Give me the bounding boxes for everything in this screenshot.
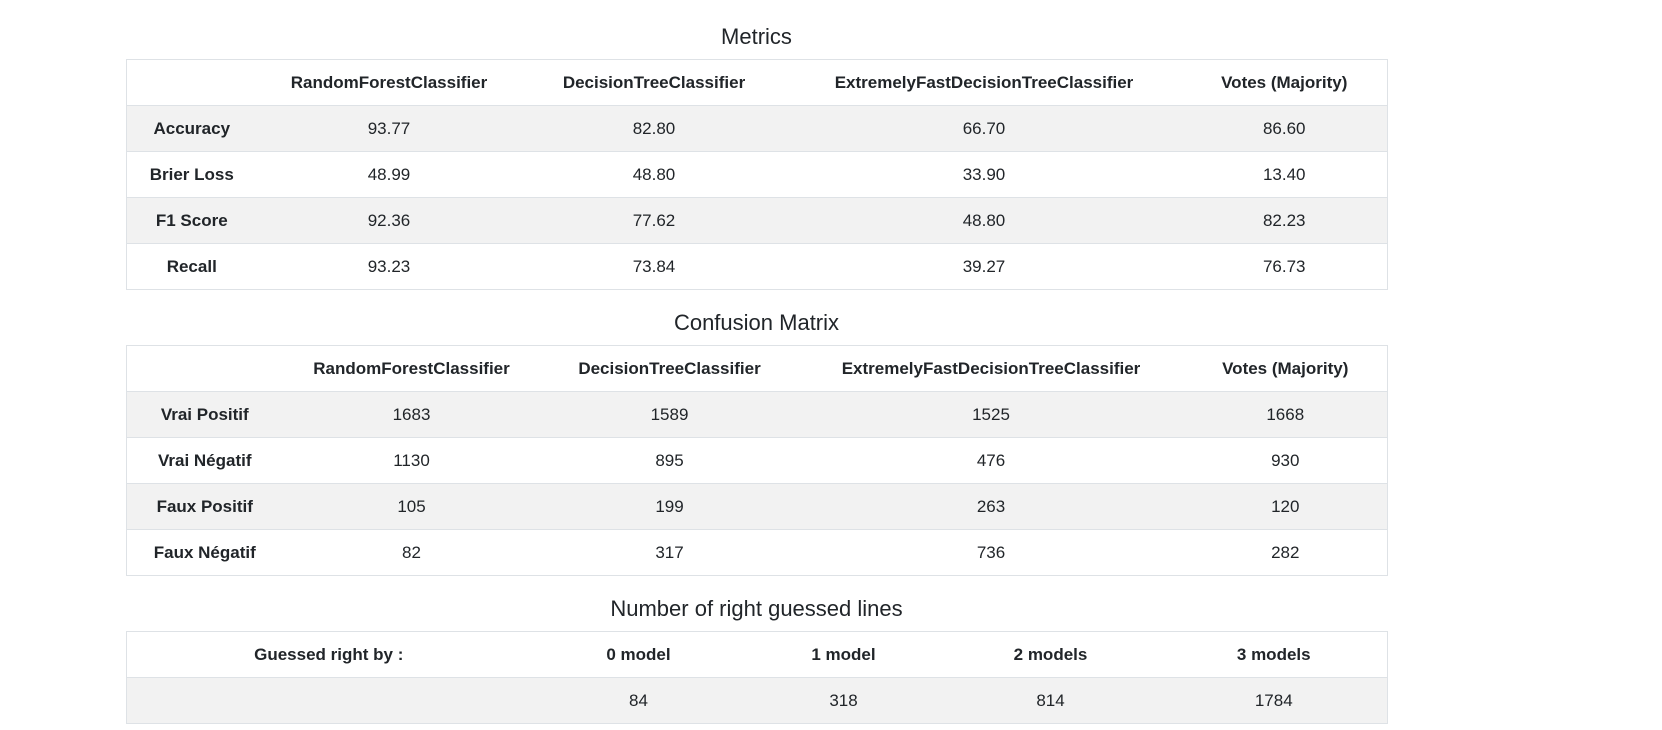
table-cell: 86.60 xyxy=(1181,105,1388,152)
table-cell: 39.27 xyxy=(786,243,1182,290)
confusion-header-corner xyxy=(126,345,283,392)
table-cell: 82.80 xyxy=(521,105,787,152)
table-cell: 1683 xyxy=(282,391,541,438)
metrics-title: Metrics xyxy=(721,24,792,49)
table-cell: 199 xyxy=(540,483,799,530)
table-cell: 82.23 xyxy=(1181,197,1388,244)
table-cell: 13.40 xyxy=(1181,151,1388,198)
confusion-header-decision-tree: DecisionTreeClassifier xyxy=(540,345,799,392)
table-cell: 82 xyxy=(282,529,541,576)
table-cell: 318 xyxy=(746,677,941,724)
table-row: Recall 93.23 73.84 39.27 76.73 xyxy=(126,243,1388,290)
confusion-header-random-forest: RandomForestClassifier xyxy=(282,345,541,392)
table-cell: 120 xyxy=(1183,483,1388,530)
table-cell: 48.99 xyxy=(256,151,522,198)
confusion-header-extremely-fast: ExtremelyFastDecisionTreeClassifier xyxy=(798,345,1184,392)
table-cell: 73.84 xyxy=(521,243,787,290)
row-label: Recall xyxy=(126,243,257,290)
guessed-header-row: Guessed right by : 0 model 1 model 2 mod… xyxy=(126,631,1388,678)
table-cell: 317 xyxy=(540,529,799,576)
table-cell: 1130 xyxy=(282,437,541,484)
guessed-header-3-models: 3 models xyxy=(1160,631,1388,678)
table-row: Faux Négatif 82 317 736 282 xyxy=(126,529,1388,576)
confusion-header-row: RandomForestClassifier DecisionTreeClass… xyxy=(126,345,1388,392)
table-row: Accuracy 93.77 82.80 66.70 86.60 xyxy=(126,105,1388,152)
table-cell: 476 xyxy=(798,437,1184,484)
metrics-header-votes: Votes (Majority) xyxy=(1181,59,1388,106)
table-cell: 93.77 xyxy=(256,105,522,152)
guessed-header-2-models: 2 models xyxy=(940,631,1161,678)
row-label: Accuracy xyxy=(126,105,257,152)
table-row: 84 318 814 1784 xyxy=(126,677,1388,724)
row-label: Vrai Positif xyxy=(126,391,283,438)
table-row: Faux Positif 105 199 263 120 xyxy=(126,483,1388,530)
table-cell: 84 xyxy=(530,677,747,724)
table-cell: 105 xyxy=(282,483,541,530)
row-label: Faux Négatif xyxy=(126,529,283,576)
guessed-header-0-model: 0 model xyxy=(530,631,747,678)
table-cell: 48.80 xyxy=(786,197,1182,244)
table-cell: 895 xyxy=(540,437,799,484)
table-cell: 814 xyxy=(940,677,1161,724)
table-cell: 48.80 xyxy=(521,151,787,198)
row-label: Faux Positif xyxy=(126,483,283,530)
table-cell: 93.23 xyxy=(256,243,522,290)
row-label: Brier Loss xyxy=(126,151,257,198)
table-cell: 1784 xyxy=(1160,677,1388,724)
table-row: F1 Score 92.36 77.62 48.80 82.23 xyxy=(126,197,1388,244)
metrics-header-random-forest: RandomForestClassifier xyxy=(256,59,522,106)
table-cell: 92.36 xyxy=(256,197,522,244)
guessed-table: Guessed right by : 0 model 1 model 2 mod… xyxy=(126,631,1388,724)
confusion-section: Confusion Matrix RandomForestClassifier … xyxy=(126,309,1388,576)
confusion-table: RandomForestClassifier DecisionTreeClass… xyxy=(126,345,1388,576)
confusion-header-votes: Votes (Majority) xyxy=(1183,345,1388,392)
table-cell: 263 xyxy=(798,483,1184,530)
table-cell: 77.62 xyxy=(521,197,787,244)
table-cell: 930 xyxy=(1183,437,1388,484)
table-row: Vrai Positif 1683 1589 1525 1668 xyxy=(126,391,1388,438)
table-cell: 76.73 xyxy=(1181,243,1388,290)
guessed-header-label: Guessed right by : xyxy=(126,631,531,678)
metrics-header-decision-tree: DecisionTreeClassifier xyxy=(521,59,787,106)
table-cell: 282 xyxy=(1183,529,1388,576)
table-row: Brier Loss 48.99 48.80 33.90 13.40 xyxy=(126,151,1388,198)
guessed-section: Number of right guessed lines Guessed ri… xyxy=(126,595,1388,724)
table-cell: 1668 xyxy=(1183,391,1388,438)
guessed-title: Number of right guessed lines xyxy=(610,596,903,621)
table-cell: 1589 xyxy=(540,391,799,438)
row-label: Vrai Négatif xyxy=(126,437,283,484)
guessed-header-1-model: 1 model xyxy=(746,631,941,678)
confusion-title: Confusion Matrix xyxy=(673,310,840,335)
row-label: F1 Score xyxy=(126,197,257,244)
table-cell: 1525 xyxy=(798,391,1184,438)
metrics-section: Metrics RandomForestClassifier DecisionT… xyxy=(126,23,1388,290)
metrics-header-corner xyxy=(126,59,257,106)
table-cell: 736 xyxy=(798,529,1184,576)
metrics-header-extremely-fast: ExtremelyFastDecisionTreeClassifier xyxy=(786,59,1182,106)
table-row: Vrai Négatif 1130 895 476 930 xyxy=(126,437,1388,484)
row-label xyxy=(126,677,531,724)
table-cell: 33.90 xyxy=(786,151,1182,198)
metrics-table: RandomForestClassifier DecisionTreeClass… xyxy=(126,59,1388,290)
table-cell: 66.70 xyxy=(786,105,1182,152)
metrics-header-row: RandomForestClassifier DecisionTreeClass… xyxy=(126,59,1388,106)
